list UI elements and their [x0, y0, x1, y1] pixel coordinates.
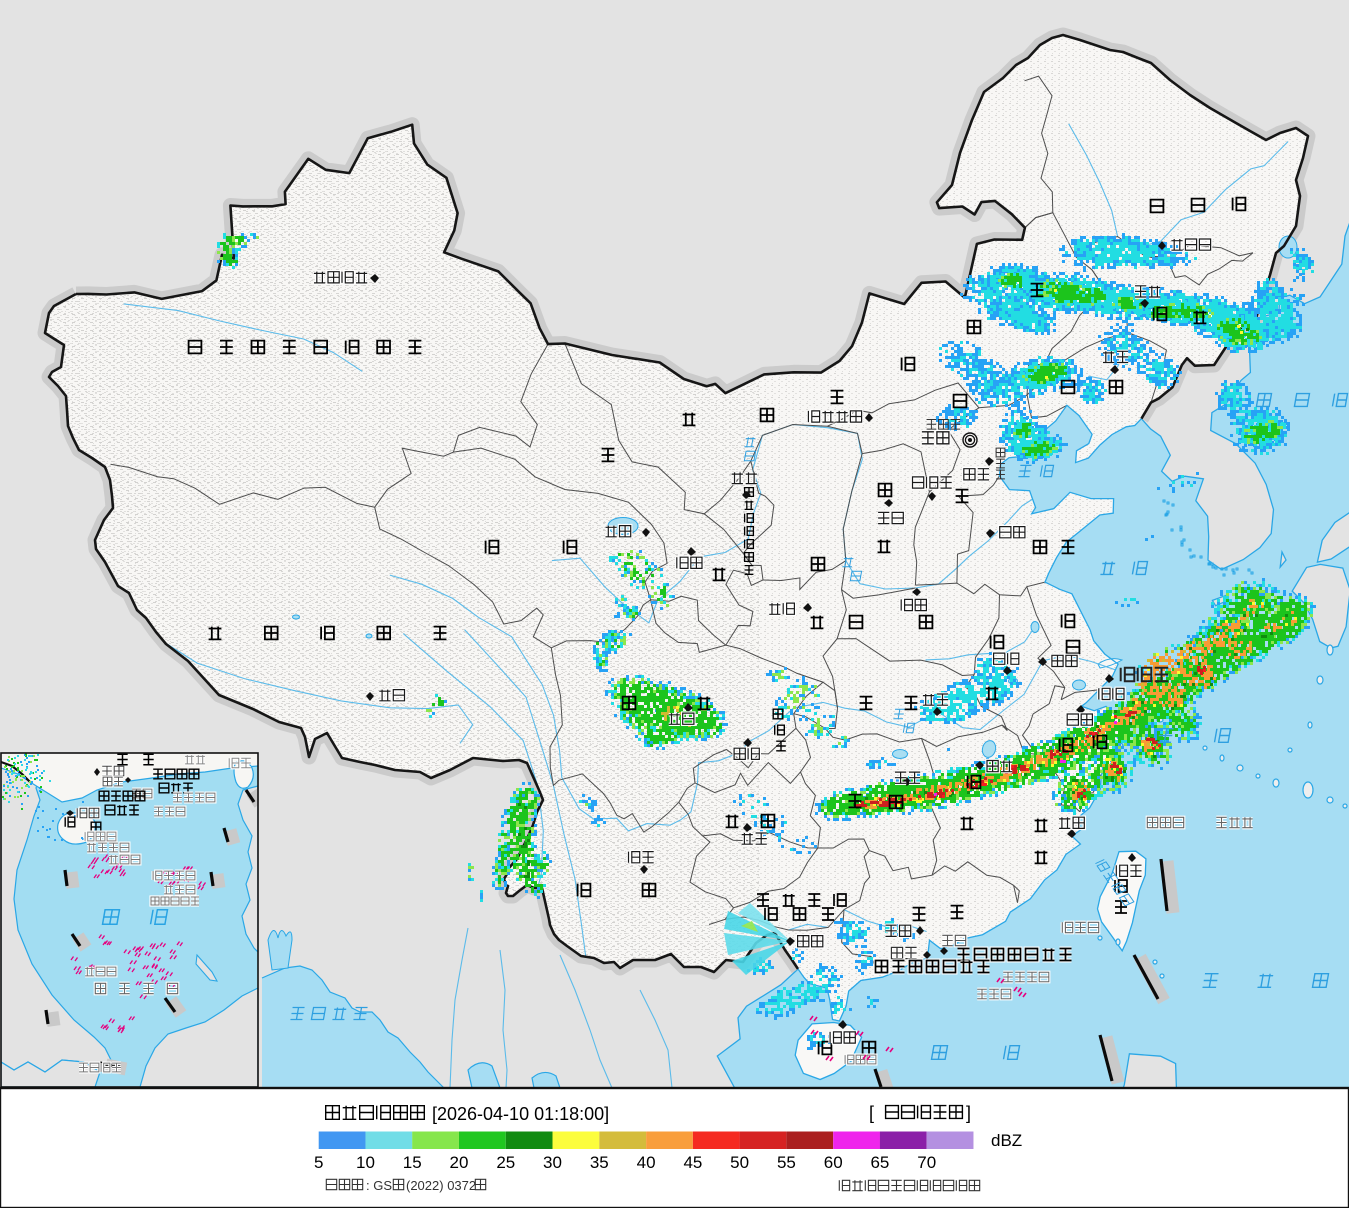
svg-text:65: 65	[870, 1153, 889, 1172]
svg-text:45: 45	[683, 1153, 702, 1172]
svg-text:5: 5	[314, 1153, 323, 1172]
svg-text:35: 35	[590, 1153, 609, 1172]
svg-text:10: 10	[356, 1153, 375, 1172]
svg-text:[2026-04-10 01:18:00]: [2026-04-10 01:18:00]	[432, 1104, 609, 1124]
svg-text:60: 60	[824, 1153, 843, 1172]
svg-text:25: 25	[496, 1153, 515, 1172]
svg-text:55: 55	[777, 1153, 796, 1172]
svg-text:70: 70	[917, 1153, 936, 1172]
svg-text:30: 30	[543, 1153, 562, 1172]
svg-text:[: [	[869, 1103, 874, 1123]
svg-text:dBZ: dBZ	[991, 1131, 1022, 1150]
svg-text:]: ]	[966, 1103, 971, 1123]
svg-text:40: 40	[637, 1153, 656, 1172]
svg-text:20: 20	[450, 1153, 469, 1172]
svg-text:(2022) 0372: (2022) 0372	[406, 1178, 476, 1193]
svg-text:15: 15	[403, 1153, 422, 1172]
svg-text:50: 50	[730, 1153, 749, 1172]
svg-text:: GS: : GS	[366, 1178, 392, 1193]
